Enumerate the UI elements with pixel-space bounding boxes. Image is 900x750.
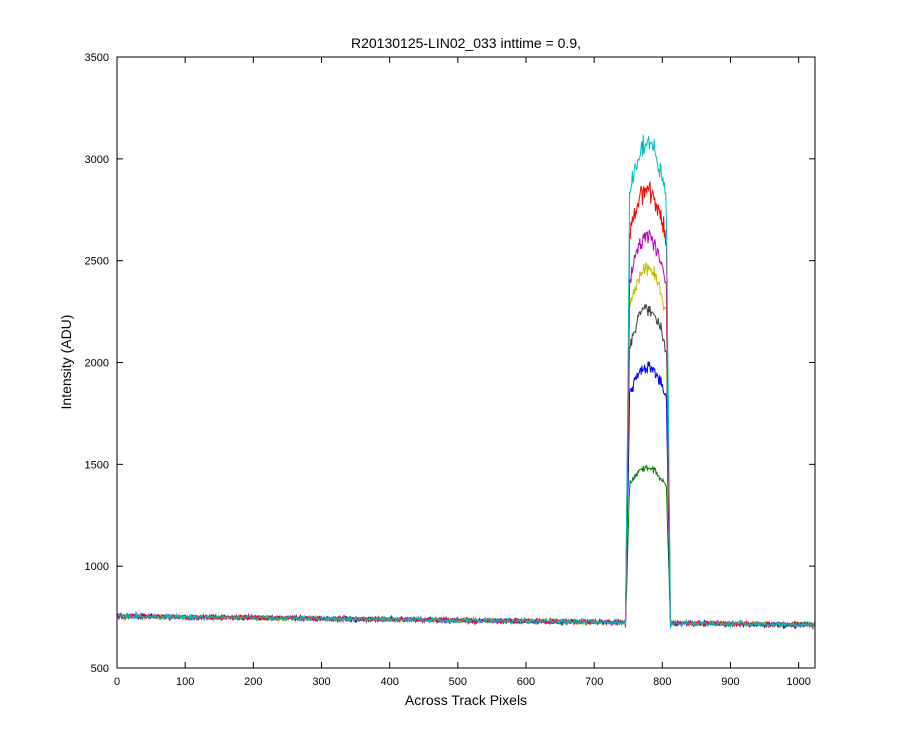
x-axis-ticks: 0 100 200 300 400 500 600 700 800 900 1000 xyxy=(114,57,811,688)
y-tick-label: 1000 xyxy=(85,561,109,573)
x-tick-label: 100 xyxy=(176,676,194,688)
x-tick-label: 800 xyxy=(653,676,671,688)
y-tick-label: 3500 xyxy=(85,52,109,64)
series-group xyxy=(116,134,816,631)
y-axis-ticks: 500 1000 1500 2000 2500 3000 3500 xyxy=(85,52,815,675)
y-tick-label: 2000 xyxy=(85,358,109,370)
x-tick-label: 900 xyxy=(721,676,739,688)
x-tick-label: 500 xyxy=(449,676,467,688)
x-tick-label: 400 xyxy=(380,676,398,688)
chart-title: R20130125-LIN02_033 inttime = 0.9, xyxy=(351,35,581,51)
x-tick-label: 0 xyxy=(114,676,120,688)
y-tick-label: 1500 xyxy=(85,459,109,471)
x-tick-label: 300 xyxy=(312,676,330,688)
y-axis-label: Intensity (ADU) xyxy=(58,315,74,410)
x-tick-label: 1000 xyxy=(786,676,810,688)
x-tick-label: 200 xyxy=(244,676,262,688)
x-axis-label: Across Track Pixels xyxy=(405,692,527,708)
y-tick-label: 2500 xyxy=(85,256,109,268)
series-line-7 xyxy=(116,134,816,629)
y-tick-label: 500 xyxy=(91,663,109,675)
y-tick-label: 3000 xyxy=(85,154,109,166)
x-tick-label: 600 xyxy=(517,676,535,688)
plot-area xyxy=(117,57,815,668)
x-tick-label: 700 xyxy=(585,676,603,688)
